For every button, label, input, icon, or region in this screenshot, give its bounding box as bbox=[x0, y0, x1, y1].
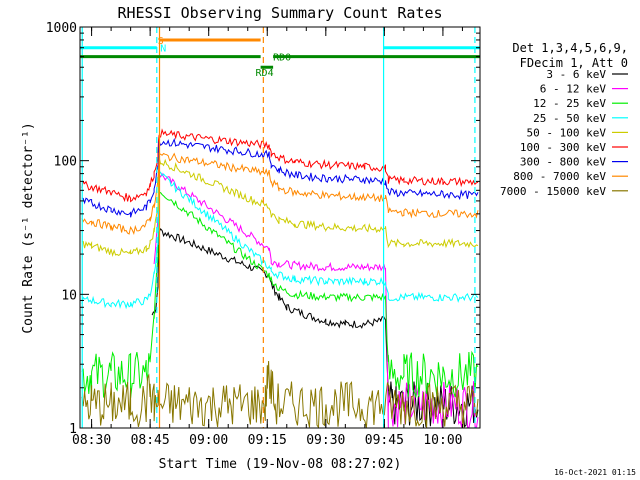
series-line-8 bbox=[81, 360, 479, 428]
series-line-5 bbox=[81, 128, 479, 203]
series-line-4 bbox=[81, 157, 479, 257]
y-tick-label: 100 bbox=[54, 155, 77, 170]
chart-title: RHESSI Observing Summary Count Rates bbox=[117, 4, 442, 22]
x-tick-label: 09:00 bbox=[189, 433, 228, 448]
legend-entry: 100 - 300 keV bbox=[520, 141, 606, 154]
plot-frame bbox=[79, 26, 481, 429]
legend-entry: 12 - 25 keV bbox=[533, 97, 606, 110]
x-tick-label: 09:30 bbox=[306, 433, 345, 448]
series-line-6 bbox=[81, 137, 479, 218]
legend-entry: 3 - 6 keV bbox=[546, 68, 606, 81]
legend-entry: 50 - 100 keV bbox=[527, 126, 607, 139]
y-axis-label: Count Rate (s⁻¹ detector⁻¹) bbox=[21, 122, 36, 333]
x-tick-label: 08:30 bbox=[72, 433, 111, 448]
plot-area: SN RD0 RD4 bbox=[80, 27, 480, 428]
series-line-0 bbox=[151, 228, 479, 428]
series-line-2 bbox=[81, 191, 479, 399]
legend-entry: 800 - 7000 keV bbox=[513, 170, 606, 183]
y-tick-label: 10 bbox=[61, 288, 77, 303]
x-tick-label: 09:45 bbox=[365, 433, 404, 448]
legend-entry: 300 - 800 keV bbox=[520, 156, 606, 169]
series-line-1 bbox=[153, 172, 479, 428]
annotation-rd0: RD0 bbox=[273, 53, 291, 64]
footer-timestamp: 16-Oct-2021 01:15 bbox=[554, 468, 636, 477]
series-line-3 bbox=[81, 170, 479, 310]
x-tick-label: 08:45 bbox=[131, 433, 170, 448]
annotation-rd4: RD4 bbox=[256, 68, 274, 79]
legend: Det 1,3,4,5,6,9,FDecim 1, Att 03 - 6 keV… bbox=[500, 41, 628, 198]
x-tick-label: 10:00 bbox=[423, 433, 462, 448]
legend-entry: 6 - 12 keV bbox=[540, 83, 607, 96]
legend-header: FDecim 1, Att 0 bbox=[520, 56, 628, 70]
legend-entry: 25 - 50 keV bbox=[533, 112, 606, 125]
series-line-7 bbox=[81, 152, 479, 235]
legend-header: Det 1,3,4,5,6,9, bbox=[512, 41, 628, 55]
annotation-s: S bbox=[158, 36, 164, 47]
x-tick-label: 09:15 bbox=[248, 433, 287, 448]
y-tick-label: 1 bbox=[69, 422, 77, 437]
y-tick-label: 1000 bbox=[46, 21, 77, 36]
x-axis-label: Start Time (19-Nov-08 08:27:02) bbox=[159, 457, 402, 472]
legend-entry: 7000 - 15000 keV bbox=[500, 185, 606, 198]
annotation-n: N bbox=[160, 44, 166, 55]
